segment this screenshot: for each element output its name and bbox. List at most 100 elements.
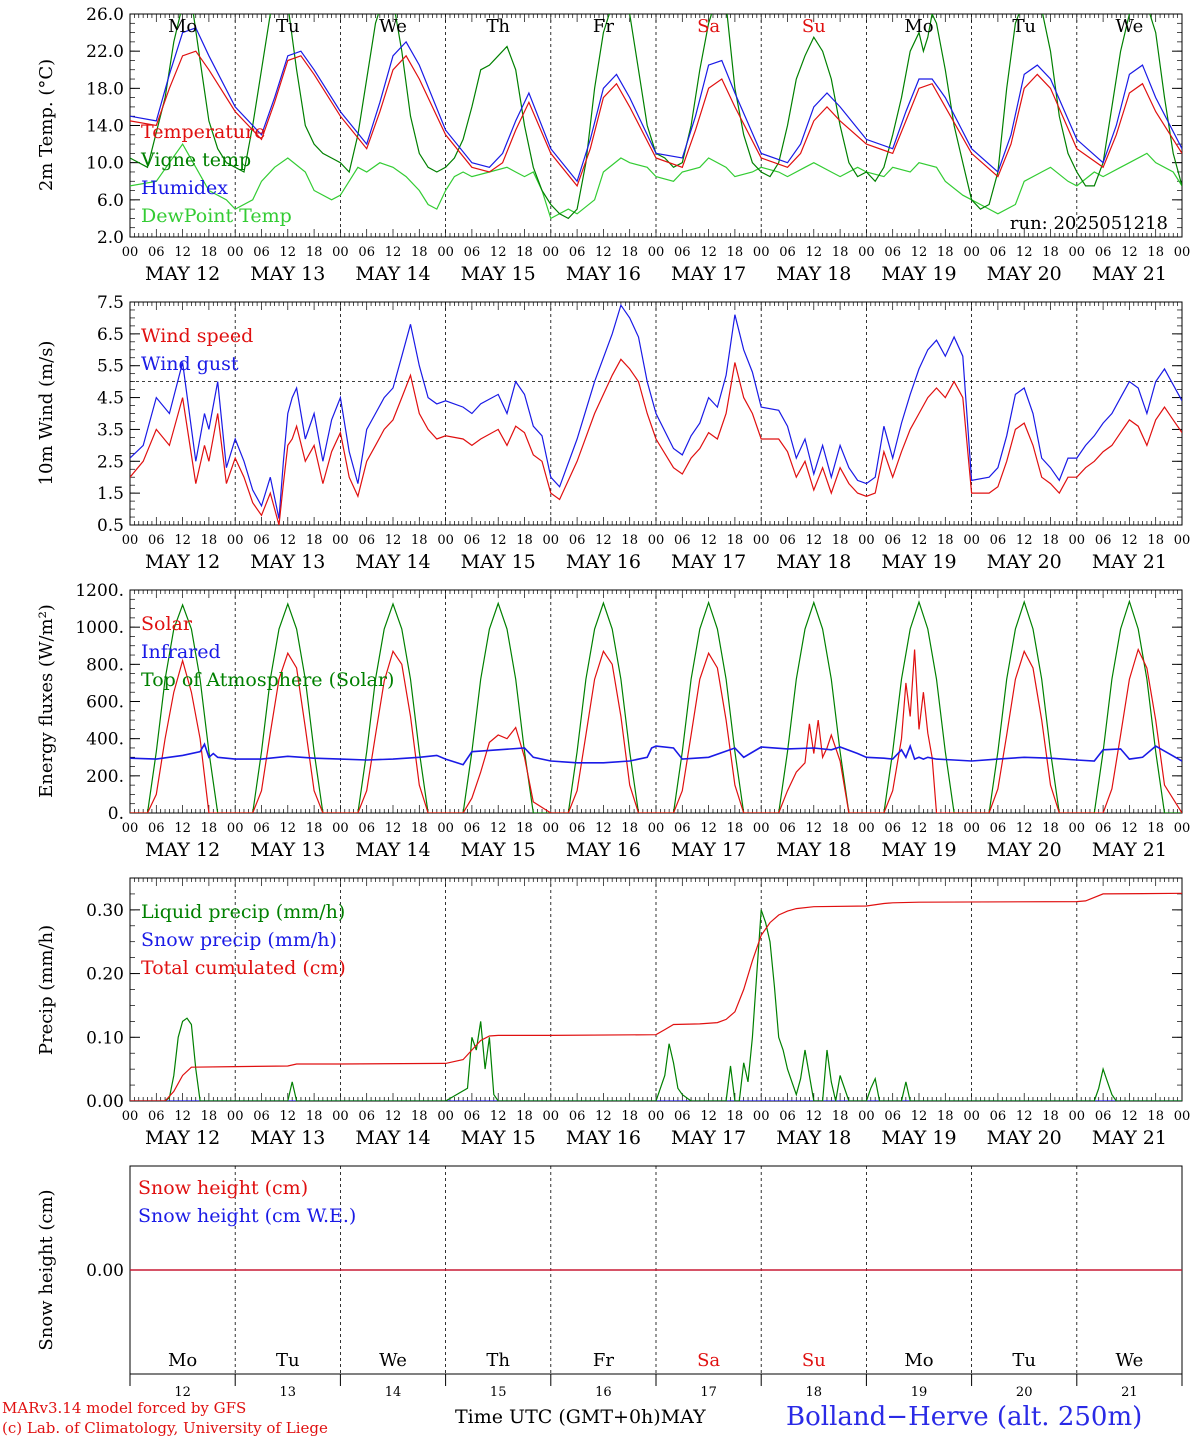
series-line-total-cumulated-cm xyxy=(130,892,1182,1101)
hour-tick-label: 00 xyxy=(648,533,665,548)
hour-tick-label: 00 xyxy=(543,533,560,548)
date-label: MAY 12 xyxy=(145,839,220,861)
hour-tick-label: 06 xyxy=(1095,1109,1112,1124)
legend-entry: Snow height (cm) xyxy=(138,1177,308,1199)
hour-tick-label: 00 xyxy=(648,245,665,260)
legend-entry: Temperature xyxy=(141,121,265,143)
hour-tick-label: 06 xyxy=(1095,821,1112,836)
y-tick-label: 1.5 xyxy=(97,484,124,504)
y-tick-label: 0.5 xyxy=(97,516,124,536)
hour-tick-label: 12 xyxy=(385,1109,402,1124)
date-label: MAY 16 xyxy=(566,263,641,285)
hour-tick-label: 12 xyxy=(911,821,928,836)
station-title: Bolland−Herve (alt. 250m) xyxy=(786,1402,1143,1432)
hour-tick-label: 00 xyxy=(1174,821,1191,836)
hour-tick-label: 06 xyxy=(779,533,796,548)
hour-tick-label: 12 xyxy=(806,533,823,548)
hour-tick-label: 06 xyxy=(990,821,1007,836)
date-label: MAY 12 xyxy=(145,1127,220,1149)
hour-tick-label: 12 xyxy=(280,821,297,836)
series-line-top-of-atmosphere-solar xyxy=(130,599,1182,813)
day-number-label: 20 xyxy=(1016,1385,1033,1400)
legend-entry: Infrared xyxy=(141,641,221,663)
day-number-label: 16 xyxy=(595,1385,612,1400)
date-label: MAY 12 xyxy=(145,263,220,285)
weekday-label: Th xyxy=(486,1350,510,1371)
hour-tick-label: 18 xyxy=(727,1109,744,1124)
hour-tick-label: 18 xyxy=(201,821,218,836)
hour-tick-label: 00 xyxy=(543,245,560,260)
y-tick-label: 10.0 xyxy=(86,154,124,174)
hour-tick-label: 18 xyxy=(201,245,218,260)
date-label: MAY 14 xyxy=(355,1127,430,1149)
date-label: MAY 19 xyxy=(881,1127,956,1149)
hour-tick-label: 00 xyxy=(122,821,139,836)
y-tick-label: 0.30 xyxy=(86,901,124,921)
hour-tick-label: 06 xyxy=(779,821,796,836)
date-label: MAY 16 xyxy=(566,839,641,861)
hour-tick-label: 12 xyxy=(911,245,928,260)
date-label: MAY 19 xyxy=(881,839,956,861)
date-label: MAY 21 xyxy=(1092,1127,1167,1149)
hour-tick-label: 18 xyxy=(516,821,533,836)
hour-tick-label: 00 xyxy=(543,821,560,836)
y-tick-label: 400. xyxy=(86,730,124,750)
y-tick-label: 3.5 xyxy=(97,420,124,440)
hour-tick-label: 06 xyxy=(990,245,1007,260)
legend-entry: Wind speed xyxy=(141,325,253,347)
date-label: MAY 15 xyxy=(461,839,536,861)
date-label: MAY 18 xyxy=(776,1127,851,1149)
weekday-label: Fr xyxy=(593,16,614,37)
y-tick-label: 1200. xyxy=(75,581,124,601)
hour-tick-label: 06 xyxy=(884,821,901,836)
y-tick-label: 22.0 xyxy=(86,42,124,62)
hour-tick-label: 18 xyxy=(1042,245,1059,260)
hour-tick-label: 12 xyxy=(595,821,612,836)
hour-tick-label: 12 xyxy=(806,1109,823,1124)
y-tick-label: 800. xyxy=(86,655,124,675)
date-label: MAY 17 xyxy=(671,263,746,285)
date-label: MAY 18 xyxy=(776,551,851,573)
y-tick-label: 2.5 xyxy=(97,452,124,472)
hour-tick-label: 06 xyxy=(464,1109,481,1124)
date-label: MAY 13 xyxy=(250,551,325,573)
hour-tick-label: 18 xyxy=(937,1109,954,1124)
hour-tick-label: 06 xyxy=(464,821,481,836)
hour-tick-label: 18 xyxy=(306,1109,323,1124)
hour-tick-label: 12 xyxy=(1016,533,1033,548)
hour-tick-label: 12 xyxy=(174,245,191,260)
hour-tick-label: 18 xyxy=(937,821,954,836)
hour-tick-label: 00 xyxy=(648,1109,665,1124)
hour-tick-label: 00 xyxy=(332,821,349,836)
legend-entry: Solar xyxy=(141,613,193,635)
weekday-label: Sa xyxy=(697,16,720,37)
series-line-liquid-precip-mm-h xyxy=(130,909,1182,1101)
hour-tick-label: 06 xyxy=(990,1109,1007,1124)
hour-tick-label: 18 xyxy=(411,1109,428,1124)
hour-tick-label: 12 xyxy=(1121,533,1138,548)
hour-tick-label: 12 xyxy=(280,533,297,548)
date-label: MAY 13 xyxy=(250,263,325,285)
date-label: MAY 12 xyxy=(145,551,220,573)
hour-tick-label: 18 xyxy=(621,1109,638,1124)
date-label: MAY 16 xyxy=(566,551,641,573)
y-tick-label: 6.5 xyxy=(97,325,124,345)
hour-tick-label: 00 xyxy=(122,245,139,260)
hour-tick-label: 00 xyxy=(753,1109,770,1124)
hour-tick-label: 00 xyxy=(122,1109,139,1124)
date-label: MAY 19 xyxy=(881,551,956,573)
hour-tick-label: 00 xyxy=(543,1109,560,1124)
y-tick-label: 0.00 xyxy=(86,1092,124,1112)
hour-tick-label: 12 xyxy=(595,533,612,548)
day-number-label: 13 xyxy=(280,1385,297,1400)
hour-tick-label: 18 xyxy=(411,533,428,548)
hour-tick-label: 18 xyxy=(832,1109,849,1124)
hour-tick-label: 06 xyxy=(464,533,481,548)
hour-tick-label: 00 xyxy=(1069,533,1086,548)
series-line-wind-gust xyxy=(130,303,1182,519)
day-number-label: 14 xyxy=(385,1385,402,1400)
hour-tick-label: 00 xyxy=(963,1109,980,1124)
hour-tick-label: 00 xyxy=(227,821,244,836)
